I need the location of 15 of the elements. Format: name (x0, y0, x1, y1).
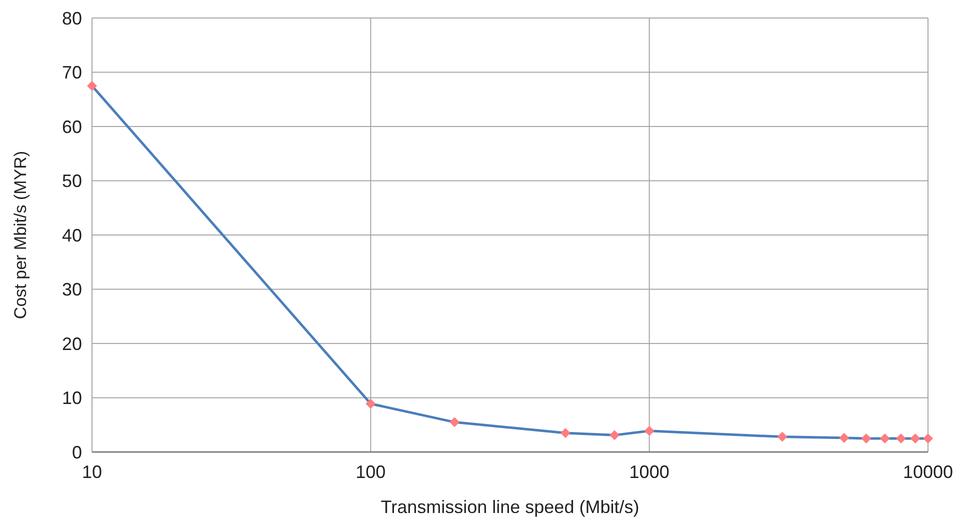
y-tick-label: 10 (62, 388, 82, 408)
y-axis-title: Cost per Mbit/s (MYR) (11, 150, 30, 320)
y-tick-label: 20 (62, 334, 82, 354)
y-tick-label: 50 (62, 171, 82, 192)
y-tick-label: 60 (62, 116, 82, 137)
x-tick-label: 1000 (629, 462, 670, 482)
y-tick-label: 70 (62, 62, 82, 83)
y-tick-label: 80 (62, 8, 82, 28)
y-tick-label: 0 (72, 442, 82, 462)
x-tick-label: 100 (356, 462, 386, 482)
x-tick-label: 10000 (902, 462, 954, 482)
y-tick-label: 40 (62, 225, 82, 246)
x-axis-title: Transmission line speed (Mbit/s) (380, 497, 640, 517)
x-tick-label: 10 (82, 462, 102, 482)
y-tick-label: 30 (62, 280, 82, 300)
